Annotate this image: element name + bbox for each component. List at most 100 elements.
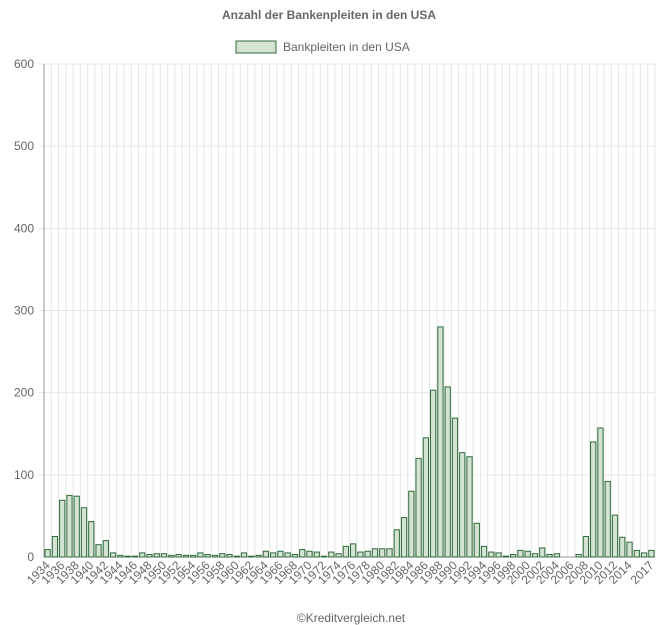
bar-1954[interactable] [189,554,197,558]
bar-1981[interactable] [386,548,393,558]
bar-1970[interactable] [306,550,313,558]
legend-label: Bankpleiten in den USA [283,40,410,54]
y-tick-label: 300 [14,304,34,318]
bar-1973[interactable] [328,551,335,558]
bar-1953[interactable] [182,554,189,558]
bar-2003[interactable] [546,554,553,558]
y-tick-label: 600 [14,57,34,71]
bar-1979[interactable] [371,548,379,558]
bar-1993[interactable] [473,522,480,558]
bar-2004[interactable] [553,553,560,558]
bar-2008[interactable] [582,535,590,558]
bar-2007[interactable] [575,554,582,558]
bar-2001[interactable] [531,553,539,558]
bar-2017[interactable] [648,549,655,558]
bar-1948[interactable] [146,554,153,558]
bar-1964[interactable] [262,550,269,558]
bar-2009[interactable] [590,441,597,558]
bar-1990[interactable] [451,417,459,558]
bar-1958[interactable] [219,553,226,558]
bar-1961[interactable] [240,552,248,558]
bar-1967[interactable] [284,552,291,558]
bar-1949[interactable] [153,553,160,558]
bar-1941[interactable] [95,544,102,558]
bar-1988[interactable] [437,326,444,558]
bar-1971[interactable] [313,551,320,558]
bar-1986[interactable] [422,437,430,558]
bar-1957[interactable] [211,554,219,558]
bar-1934[interactable] [44,549,51,558]
bar-1966[interactable] [277,550,284,558]
bar-1992[interactable] [466,456,473,558]
bar-1955[interactable] [197,552,204,558]
bar-1937[interactable] [66,494,73,558]
y-tick-label: 500 [14,139,34,153]
bar-1997[interactable] [502,555,510,558]
bar-1985[interactable] [415,457,422,558]
bar-1946[interactable] [131,555,139,558]
y-tick-label: 200 [14,386,34,400]
bar-1939[interactable] [80,507,88,558]
legend[interactable]: Bankpleiten in den USA [235,40,410,54]
bar-1950[interactable] [160,553,168,558]
bar-1983[interactable] [400,517,408,558]
bar-1976[interactable] [350,543,357,558]
bar-1984[interactable] [408,490,415,558]
bar-1936[interactable] [59,499,66,558]
bar-1940[interactable] [88,521,95,558]
y-tick-label: 0 [27,550,34,564]
bar-1965[interactable] [270,552,277,558]
bar-1962[interactable] [248,555,255,558]
y-tick-label: 100 [14,468,34,482]
bar-2014[interactable] [626,541,633,558]
bar-1944[interactable] [117,554,124,558]
bar-1942[interactable] [102,540,109,558]
bar-1943[interactable] [109,552,117,558]
bar-1960[interactable] [233,555,240,558]
y-axis: 0 100 200 300 400 500 600 [14,57,34,564]
bar-1978[interactable] [364,550,371,558]
bar-1959[interactable] [226,554,233,558]
bar-1951[interactable] [168,554,175,558]
bar-1952[interactable] [175,554,182,558]
bar-1982[interactable] [393,529,400,558]
chart-title: Anzahl der Bankenpleiten in den USA [222,8,436,22]
bar-1980[interactable] [379,548,386,558]
bar-1977[interactable] [357,551,364,558]
bar-2013[interactable] [619,536,626,558]
bar-1968[interactable] [291,554,299,558]
bar-2000[interactable] [524,550,531,558]
bar-1956[interactable] [204,554,211,558]
bar-1963[interactable] [255,554,262,558]
legend-swatch [235,40,277,54]
bar-1994[interactable] [480,545,488,558]
bar-1938[interactable] [73,495,80,558]
bar-2012[interactable] [611,514,619,558]
bar-1987[interactable] [430,389,437,558]
bar-1996[interactable] [495,552,502,558]
bar-1998[interactable] [510,554,517,558]
bar-1989[interactable] [444,386,451,558]
bar-1972[interactable] [320,555,328,558]
credit-text: ©Kreditvergleich.net [297,611,406,625]
x-axis: 1934193619381940194219441946194819501952… [24,558,657,587]
bar-2016[interactable] [640,552,648,558]
bars [44,326,655,558]
bar-2015[interactable] [633,549,640,558]
bar-2002[interactable] [539,547,546,558]
bar-1935[interactable] [51,535,59,558]
x-tick-label: 2017 [628,558,657,587]
bar-1975[interactable] [342,545,349,558]
bar-1995[interactable] [488,551,495,558]
bar-1947[interactable] [139,552,146,558]
bar-1991[interactable] [459,452,466,558]
bar-2011[interactable] [604,480,611,558]
bar-1974[interactable] [335,553,342,558]
gridlines [39,63,656,558]
y-tick-label: 400 [14,221,34,235]
bar-1969[interactable] [299,549,306,558]
bar-1945[interactable] [124,555,131,558]
bar-1999[interactable] [517,549,524,558]
bar-2010[interactable] [597,427,604,558]
